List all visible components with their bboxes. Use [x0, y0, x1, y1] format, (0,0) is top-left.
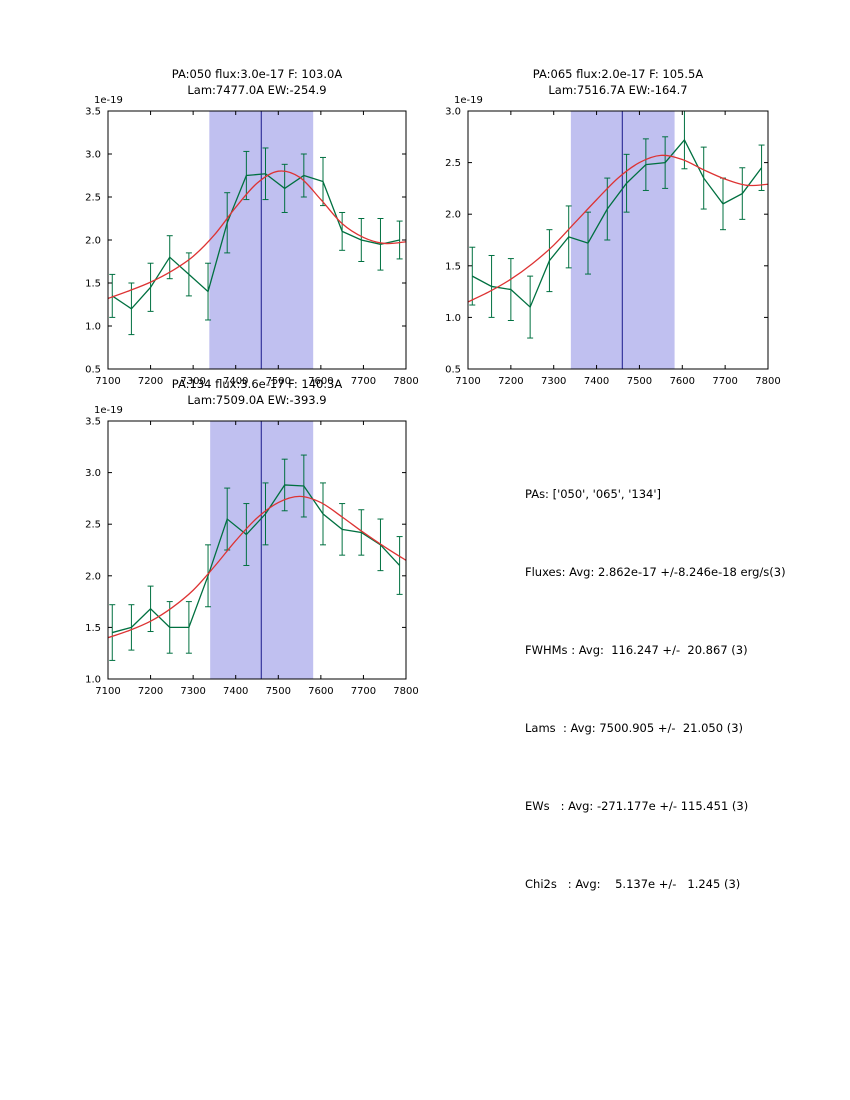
x-tick-label: 7800 — [393, 686, 418, 697]
y-tick-label: 2.0 — [445, 210, 461, 221]
y-tick-label: 0.5 — [445, 365, 461, 376]
y-tick-label: 1.0 — [85, 675, 101, 686]
y-tick-label: 3.0 — [85, 150, 101, 161]
y-tick-label: 0.5 — [85, 365, 101, 376]
x-tick-label: 7300 — [541, 376, 566, 387]
series-layer — [108, 147, 406, 336]
x-tick-label: 7200 — [138, 686, 163, 697]
plot-title-flux: PA:065 flux:2.0e-17 F: 105.5A — [532, 67, 704, 81]
fit-curve — [468, 154, 768, 303]
x-tick-label: 7300 — [180, 686, 205, 697]
x-tick-label: 7400 — [223, 686, 248, 697]
y-tick-label: 1.0 — [85, 322, 101, 333]
plot-title-lam-ew: Lam:7516.7A EW:-164.7 — [548, 83, 688, 97]
y-tick-label: 1.0 — [445, 313, 461, 324]
x-tick-label: 7500 — [266, 376, 291, 387]
y-axis-offset-label: 1e-19 — [454, 95, 483, 106]
y-tick-label: 2.5 — [85, 520, 101, 531]
x-tick-label: 7200 — [138, 376, 163, 387]
y-tick-label: 3.0 — [445, 107, 461, 118]
x-tick-label: 7200 — [498, 376, 523, 387]
summary-line-fluxes: Fluxes: Avg: 2.862e-17 +/-8.246e-18 erg/… — [525, 565, 786, 579]
x-tick-label: 7600 — [670, 376, 695, 387]
series-layer — [468, 111, 768, 339]
y-tick-label: 2.0 — [85, 571, 101, 582]
y-tick-label: 3.5 — [85, 107, 101, 118]
summary-line-chi2s: Chi2s : Avg: 5.137e +/- 1.245 (3) — [525, 877, 741, 891]
x-tick-label: 7300 — [180, 376, 205, 387]
plot-title-flux: PA:134 flux:3.6e-17 F: 140.3A — [171, 377, 343, 391]
y-tick-label: 2.5 — [85, 193, 101, 204]
plot-title-flux: PA:050 flux:3.0e-17 F: 103.0A — [171, 67, 343, 81]
x-tick-label: 7800 — [755, 376, 780, 387]
summary-panel: PAs: ['050', '065', '134'] Fluxes: Avg: … — [525, 429, 786, 949]
x-tick-label: 7100 — [95, 686, 120, 697]
x-tick-label: 7600 — [308, 686, 333, 697]
x-tick-label: 7600 — [308, 376, 333, 387]
x-tick-label: 7400 — [584, 376, 609, 387]
y-tick-label: 3.5 — [85, 417, 101, 428]
x-tick-label: 7700 — [351, 686, 376, 697]
x-tick-label: 7400 — [223, 376, 248, 387]
fit-curve — [108, 170, 406, 300]
x-tick-label: 7700 — [712, 376, 737, 387]
plot-pa134: PA:134 flux:3.6e-17 F: 140.3A Lam:7509.0… — [58, 376, 430, 710]
summary-line-ews: EWs : Avg: -271.177e +/- 115.451 (3) — [525, 799, 749, 813]
x-tick-label: 7800 — [393, 376, 418, 387]
y-axis-offset-label: 1e-19 — [94, 95, 123, 106]
y-tick-label: 1.5 — [85, 279, 101, 290]
axes-canvas-pa134: 7100 7200 7300 7400 7500 7600 7700 7800 1.0 1.5 2.… — [85, 417, 419, 698]
plot-title-lam-ew: Lam:7509.0A EW:-393.9 — [187, 393, 327, 407]
y-tick-label: 3.0 — [85, 468, 101, 479]
y-tick-label: 1.5 — [85, 623, 101, 634]
summary-line-pas: PAs: ['050', '065', '134'] — [525, 487, 662, 501]
series-layer — [108, 454, 406, 661]
plot-pa065: PA:065 flux:2.0e-17 F: 105.5A Lam:7516.7… — [418, 66, 790, 400]
x-tick-label: 7500 — [627, 376, 652, 387]
x-tick-label: 7100 — [95, 376, 120, 387]
y-tick-label: 1.5 — [445, 261, 461, 272]
data-series-line — [111, 173, 400, 310]
fit-curve — [108, 495, 406, 639]
y-tick-label: 2.0 — [85, 236, 101, 247]
x-tick-label: 7700 — [351, 376, 376, 387]
data-series-line — [471, 138, 763, 309]
axes-frame — [467, 110, 769, 370]
axes-frame — [107, 420, 407, 680]
summary-line-lams: Lams : Avg: 7500.905 +/- 21.050 (3) — [525, 721, 744, 735]
axes-canvas-pa065: 7100 7200 7300 7400 7500 7600 7700 7800 0.5 1.0 1.… — [445, 107, 781, 388]
x-tick-label: 7100 — [455, 376, 480, 387]
y-tick-label: 2.5 — [445, 158, 461, 169]
data-series-line — [112, 484, 401, 634]
summary-line-fwhms: FWHMs : Avg: 116.247 +/- 20.867 (3) — [525, 643, 748, 657]
y-axis-offset-label: 1e-19 — [94, 405, 123, 416]
axes-canvas-pa050: 7100 7200 7300 7400 7500 7600 7700 7800 0.5 1.0 1.… — [85, 107, 419, 388]
x-tick-label: 7500 — [266, 686, 291, 697]
plot-title-lam-ew: Lam:7477.0A EW:-254.9 — [187, 83, 327, 97]
plot-pa050: PA:050 flux:3.0e-17 F: 103.0A Lam:7477.0… — [58, 66, 430, 400]
